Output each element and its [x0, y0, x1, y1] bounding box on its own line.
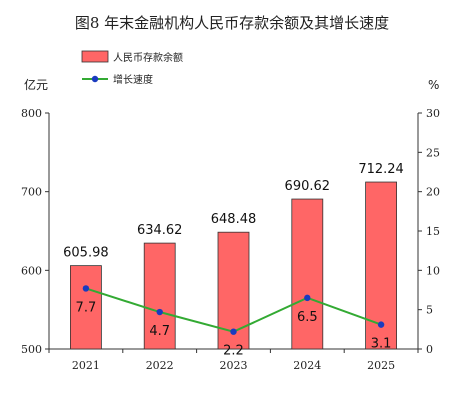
growth-point: [377, 321, 385, 328]
left-tick-label: 500: [21, 343, 42, 356]
legend: 人民币存款余额 增长速度: [81, 50, 183, 86]
bar-value-label: 648.48: [211, 212, 257, 227]
x-tick-label: 2022: [146, 359, 174, 372]
x-tick-label: 2025: [367, 359, 395, 372]
x-axis: 2021 2022 2023 2024 2025: [48, 348, 419, 372]
bar: [291, 198, 324, 350]
growth-value-label: 2.2: [223, 344, 244, 359]
bar: [143, 242, 176, 350]
x-tick-label: 2023: [220, 359, 248, 372]
right-tick-label: 25: [426, 146, 440, 159]
x-tick-label: 2021: [72, 359, 100, 372]
right-tick-label: 5: [426, 304, 433, 317]
right-axis-unit: %: [428, 78, 439, 92]
growth-value-label: 7.7: [76, 300, 97, 315]
legend-bar-label: 人民币存款余额: [113, 51, 183, 64]
legend-bar-swatch: [81, 50, 109, 63]
bar: [70, 265, 102, 350]
bar-value-label: 634.62: [137, 223, 183, 238]
left-tick-label: 600: [21, 264, 42, 277]
growth-point: [156, 308, 163, 316]
right-tick-label: 15: [426, 225, 440, 238]
growth-value-label: 3.1: [371, 337, 392, 352]
growth-value-label: 4.7: [149, 324, 170, 339]
growth-value-label: 6.5: [297, 310, 318, 325]
right-axis: 0 5 10 15 20 25 30: [417, 107, 440, 356]
right-tick-label: 30: [426, 107, 440, 120]
chart-title: 图8 年末金融机构人民币存款余额及其增长速度: [75, 14, 389, 32]
growth-point: [304, 294, 311, 302]
legend-line-label: 增长速度: [113, 73, 153, 86]
legend-line-marker: [91, 75, 99, 83]
right-tick-label: 20: [426, 186, 440, 199]
bars: 605.98 634.62 648.48 690.62 712.24: [63, 162, 404, 350]
bar-value-label: 605.98: [63, 246, 109, 261]
growth-point: [82, 285, 90, 292]
growth-line: 7.7 4.7 2.2 6.5 3.1: [76, 285, 392, 359]
x-tick-label: 2024: [293, 359, 321, 372]
bar-value-label: 712.24: [358, 162, 404, 177]
right-tick-label: 10: [426, 264, 440, 277]
left-axis-unit: 亿元: [24, 77, 48, 92]
growth-point: [230, 328, 237, 335]
left-tick-label: 800: [21, 107, 42, 120]
left-axis: 500 600 700 800: [21, 107, 50, 356]
right-tick-label: 0: [426, 343, 433, 356]
left-tick-label: 700: [21, 186, 42, 199]
bar-value-label: 690.62: [285, 179, 331, 194]
